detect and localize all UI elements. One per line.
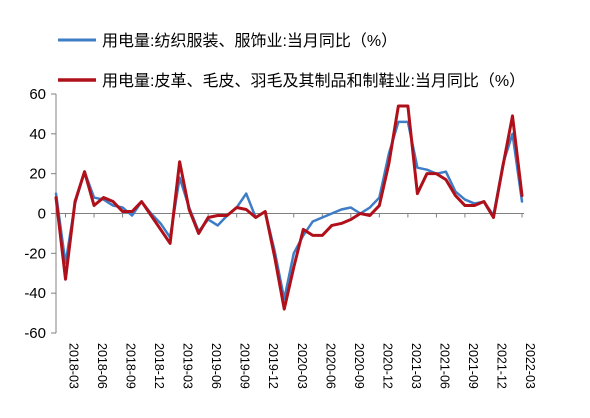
x-tick-label: 2021-12	[494, 343, 508, 389]
legend: 用电量:纺织服装、服饰业:当月同比（%） 用电量:皮革、毛皮、羽毛及其制品和制鞋…	[58, 32, 525, 90]
y-tick-label: 40	[29, 126, 46, 143]
x-tick-label: 2018-09	[124, 343, 138, 389]
axes	[55, 94, 524, 333]
x-tick-label: 2019-12	[266, 343, 280, 389]
x-tick-label: 2020-12	[380, 343, 394, 389]
series-line-1	[54, 120, 524, 301]
x-tick-label: 2018-12	[152, 343, 166, 389]
y-tick-label: 60	[29, 86, 46, 103]
series-lines	[54, 104, 524, 311]
x-tick-label: 2019-06	[209, 343, 223, 389]
x-axis-ticks: 2018-03 2018-06 2018-09 2018-12 2019-03 2019-…	[65, 213, 537, 389]
x-tick-label: 2020-09	[352, 343, 366, 389]
x-tick-label: 2020-06	[323, 343, 337, 389]
legend-label-series-2: 用电量:皮革、毛皮、羽毛及其制品和制鞋业:当月同比（%）	[102, 72, 525, 90]
x-tick-label: 2020-03	[295, 343, 309, 389]
series-line-2	[54, 104, 524, 311]
x-tick-label: 2022-03	[523, 343, 537, 389]
x-tick-label: 2018-06	[95, 343, 109, 389]
x-tick-label: 2019-09	[238, 343, 252, 389]
x-tick-label: 2018-03	[67, 343, 81, 389]
x-tick-label: 2021-06	[437, 343, 451, 389]
x-tick-label: 2021-03	[409, 343, 423, 389]
legend-label-series-1: 用电量:纺织服装、服饰业:当月同比（%）	[102, 32, 397, 50]
y-tick-label: -40	[24, 285, 46, 302]
x-tick-label: 2021-09	[466, 343, 480, 389]
y-tick-label: -20	[24, 245, 46, 262]
y-tick-label: 20	[29, 166, 46, 183]
y-tick-label: -60	[24, 325, 46, 342]
y-tick-label: 0	[38, 206, 46, 223]
x-tick-label: 2019-03	[181, 343, 195, 389]
y-axis-ticks: -60 -40 -20 0 20 40 60	[24, 86, 56, 342]
